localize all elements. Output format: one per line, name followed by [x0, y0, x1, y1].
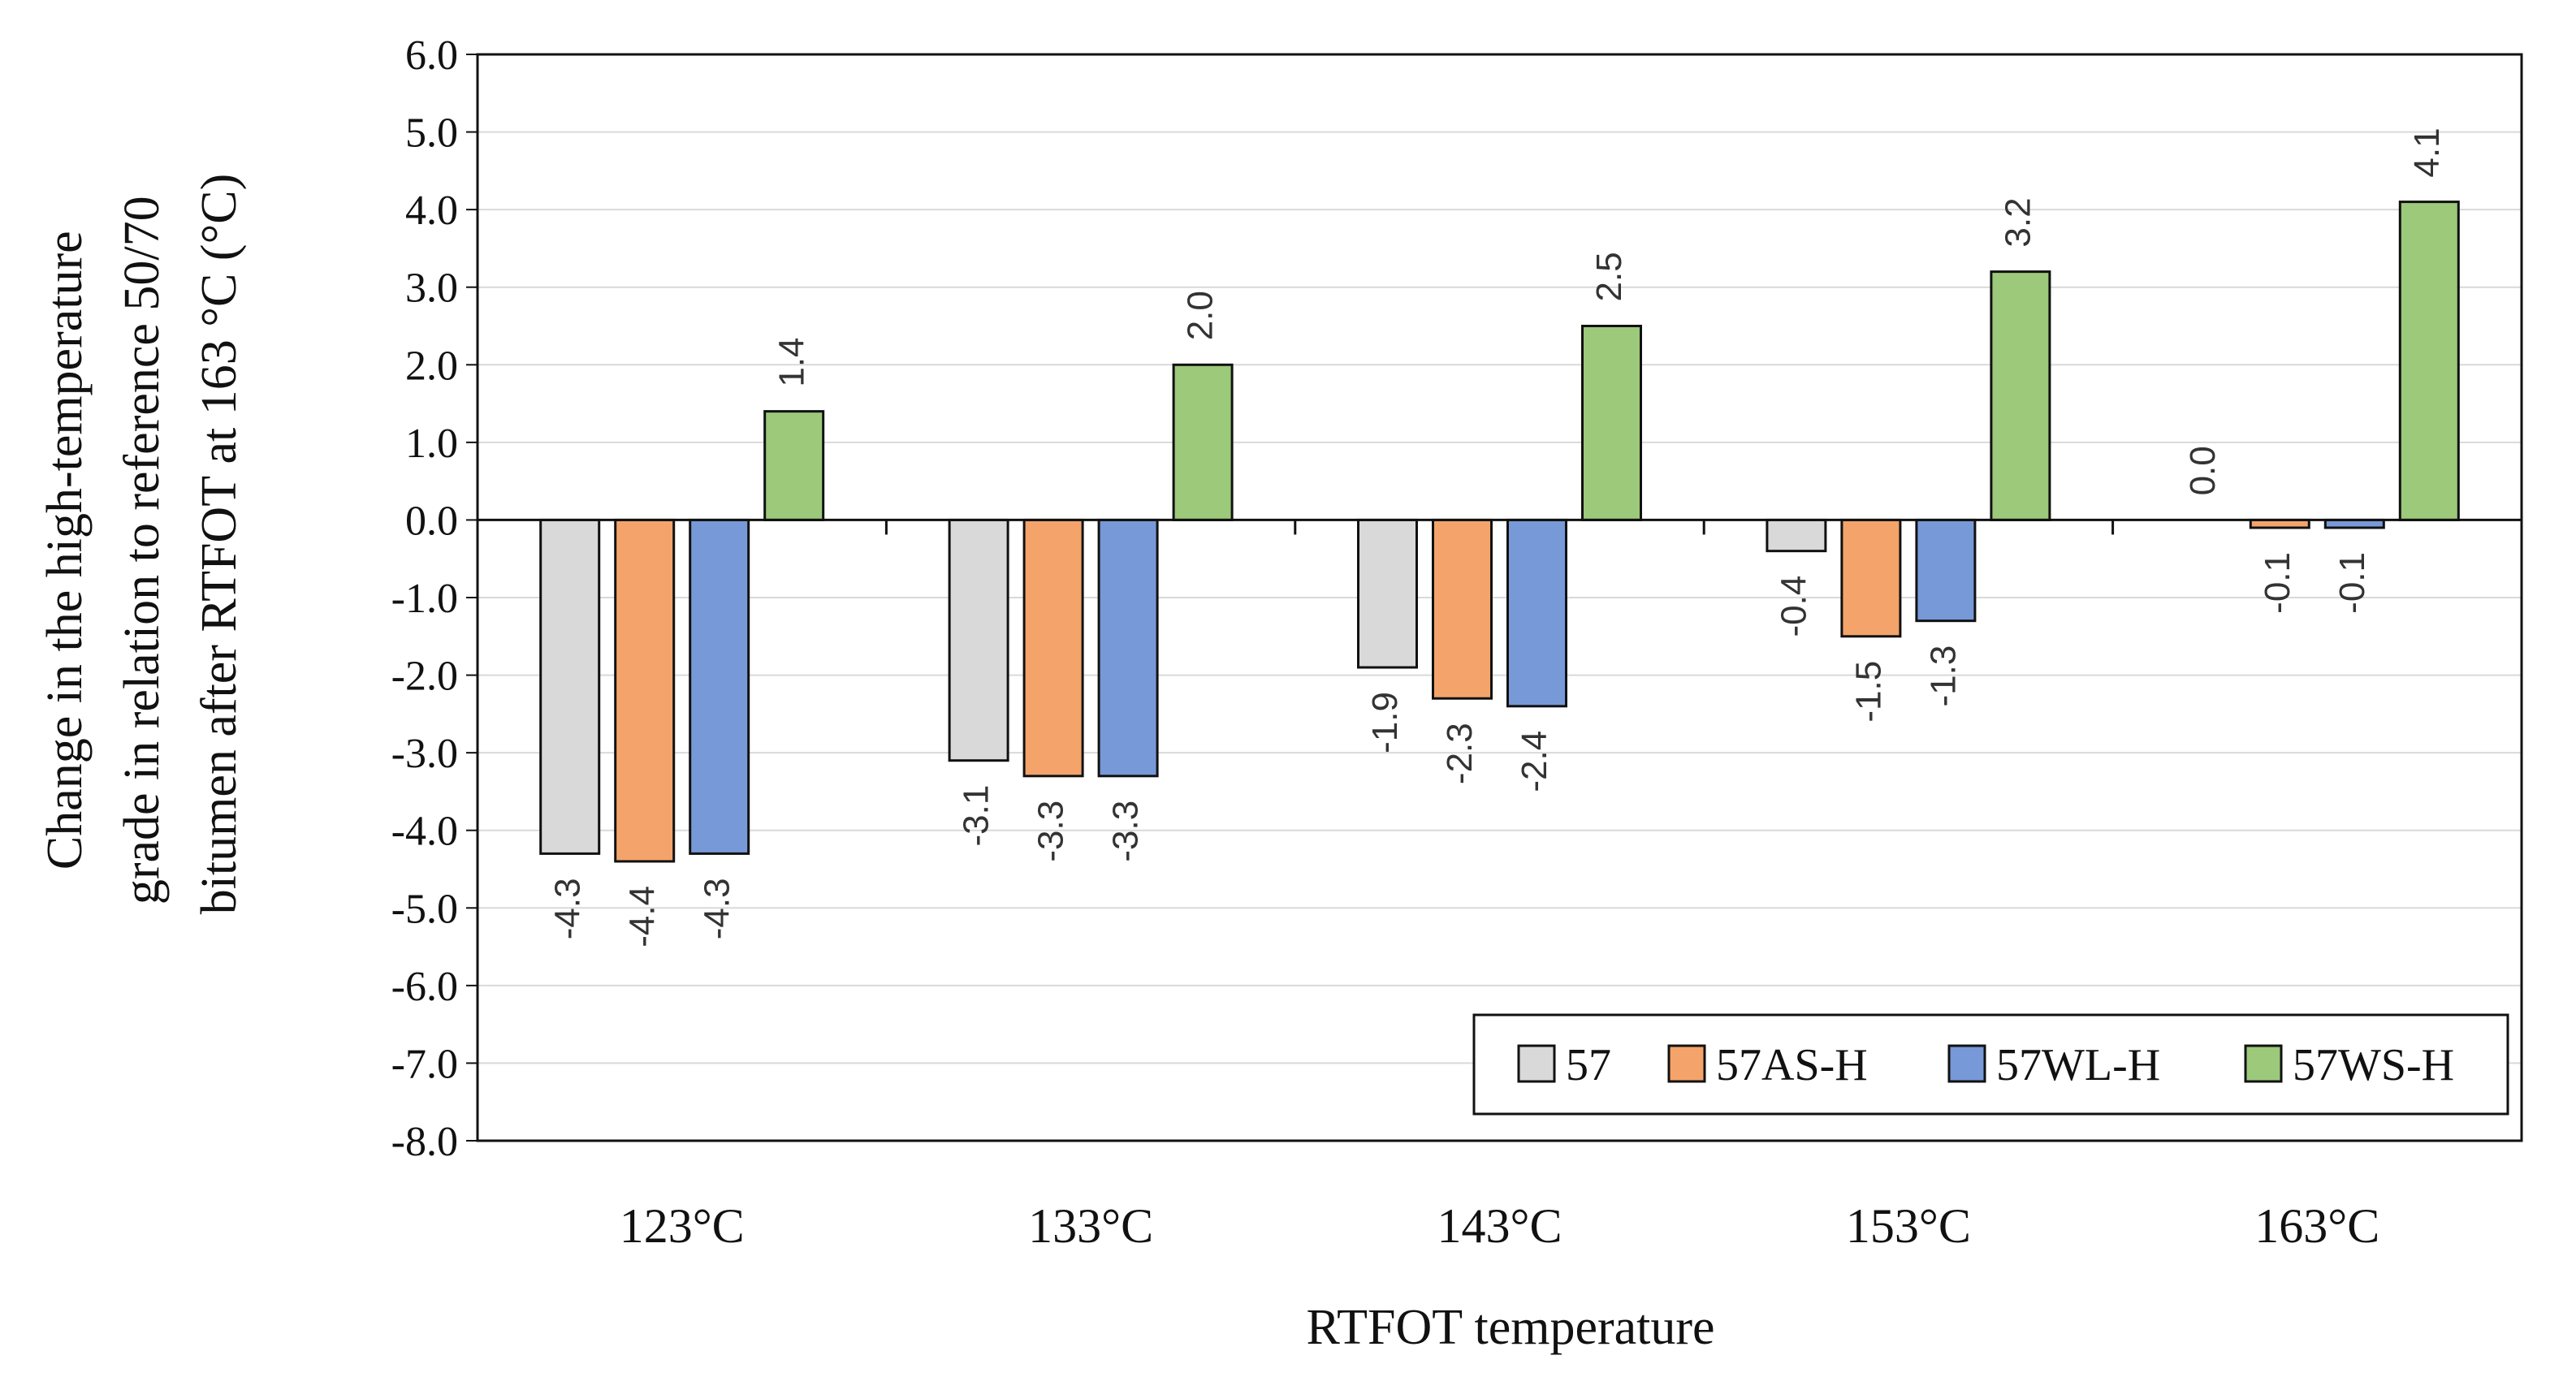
- legend: 57 57AS-H 57WL-H 57WS-H: [1472, 1013, 2509, 1116]
- legend-label: 57WS-H: [2293, 1040, 2454, 1090]
- data-label: -0.1: [2258, 552, 2297, 614]
- bar-57wl-h: [1506, 518, 1567, 708]
- bar-57wl-h: [1915, 518, 1977, 623]
- legend-swatch: [1667, 1044, 1706, 1083]
- y-tick-label: -5.0: [391, 886, 458, 932]
- data-label: -4.4: [622, 886, 662, 947]
- bars: [539, 201, 2460, 863]
- data-label: 3.2: [1999, 197, 2038, 247]
- y-tick-label: 1.0: [405, 421, 458, 467]
- x-category-labels: 123°C 133°C 143°C 153°C 163°C: [620, 1199, 2380, 1253]
- bar-57as-h: [1022, 518, 1084, 778]
- y-tick-label: 4.0: [405, 188, 458, 234]
- bar-57as-h: [1432, 518, 1493, 700]
- y-axis-title-line-2: grade in relation to reference 50/70: [115, 196, 170, 904]
- bar-57wl-h: [1097, 518, 1159, 778]
- data-label: -0.1: [2332, 552, 2372, 614]
- data-label: 2.5: [1589, 252, 1629, 301]
- bar-57ws-h: [1172, 363, 1234, 521]
- bar-57: [1357, 518, 1418, 669]
- x-category-label: 163°C: [2254, 1199, 2379, 1253]
- legend-label: 57AS-H: [1716, 1040, 1868, 1090]
- x-category-label: 143°C: [1437, 1199, 1562, 1253]
- y-tick-labels: -8.0 -7.0 -6.0 -5.0 -4.0 -3.0 -2.0 -1.0 0.0 1.0 2.…: [391, 32, 458, 1165]
- bar-57ws-h: [1990, 270, 2051, 521]
- data-labels: -4.3-3.1-1.9-0.40.0-4.4-3.3-2.3-1.5-0.1-…: [547, 127, 2447, 947]
- data-label: -1.3: [1924, 645, 1964, 707]
- x-category-label: 133°C: [1028, 1199, 1153, 1253]
- y-tick-label: 2.0: [405, 343, 458, 389]
- y-tick-label: -4.0: [391, 809, 458, 855]
- legend-swatch: [1517, 1044, 1556, 1083]
- data-label: -1.9: [1365, 692, 1405, 753]
- bar-57as-h: [614, 518, 676, 863]
- x-category-label: 153°C: [1846, 1199, 1971, 1253]
- y-tick-label: -8.0: [391, 1119, 458, 1165]
- data-label: -4.3: [697, 878, 737, 939]
- axes: [476, 53, 2523, 1142]
- data-label: 2.0: [1181, 291, 1221, 340]
- plot-frame: [476, 53, 2523, 1142]
- bar-57ws-h: [1581, 325, 1642, 521]
- y-tick-label: -1.0: [391, 576, 458, 622]
- y-tick-label: -6.0: [391, 964, 458, 1010]
- data-label: -0.4: [1774, 576, 1814, 637]
- data-label: -4.3: [547, 878, 587, 939]
- y-tick-label: 0.0: [405, 498, 458, 544]
- legend-box: [1472, 1013, 2509, 1116]
- data-label: -2.4: [1515, 731, 1554, 792]
- data-label: 4.1: [2407, 127, 2447, 177]
- x-axis-title: RTFOT temperature: [1306, 1300, 1714, 1355]
- data-label: -3.1: [957, 785, 996, 847]
- data-label: 0.0: [2183, 446, 2223, 495]
- y-tick-label: -2.0: [391, 654, 458, 700]
- legend-swatch: [2244, 1044, 2283, 1083]
- data-label: -3.3: [1106, 801, 1146, 862]
- bar-57: [539, 518, 601, 855]
- legend-label: 57WL-H: [1996, 1040, 2160, 1090]
- bar-57: [948, 518, 1009, 762]
- bar-57: [1766, 518, 1827, 553]
- data-label: -2.3: [1440, 723, 1480, 784]
- data-label: -3.3: [1031, 801, 1071, 862]
- bar-57as-h: [1840, 518, 1902, 638]
- bar-57ws-h: [763, 410, 825, 521]
- y-tick-label: -3.0: [391, 731, 458, 777]
- y-axis-title-line-3: bitumen after RTFOT at 163 °C (°C): [192, 174, 247, 915]
- bar-57wl-h: [689, 518, 750, 855]
- y-tick-label: 3.0: [405, 265, 458, 312]
- legend-swatch: [1947, 1044, 1986, 1083]
- bar-57ws-h: [2398, 201, 2460, 521]
- y-tick-label: 6.0: [405, 32, 458, 79]
- gridlines: [466, 54, 2522, 1142]
- y-axis-title-line-1: Change in the high-temperature: [37, 231, 93, 870]
- x-category-label: 123°C: [620, 1199, 745, 1253]
- data-label: 1.4: [772, 337, 811, 386]
- y-axis-title: Change in the high-temperature grade in …: [37, 174, 247, 915]
- legend-label: 57: [1566, 1040, 1611, 1090]
- data-label: -1.5: [1849, 661, 1889, 723]
- y-tick-label: 5.0: [405, 110, 458, 157]
- y-tick-label: -7.0: [391, 1041, 458, 1087]
